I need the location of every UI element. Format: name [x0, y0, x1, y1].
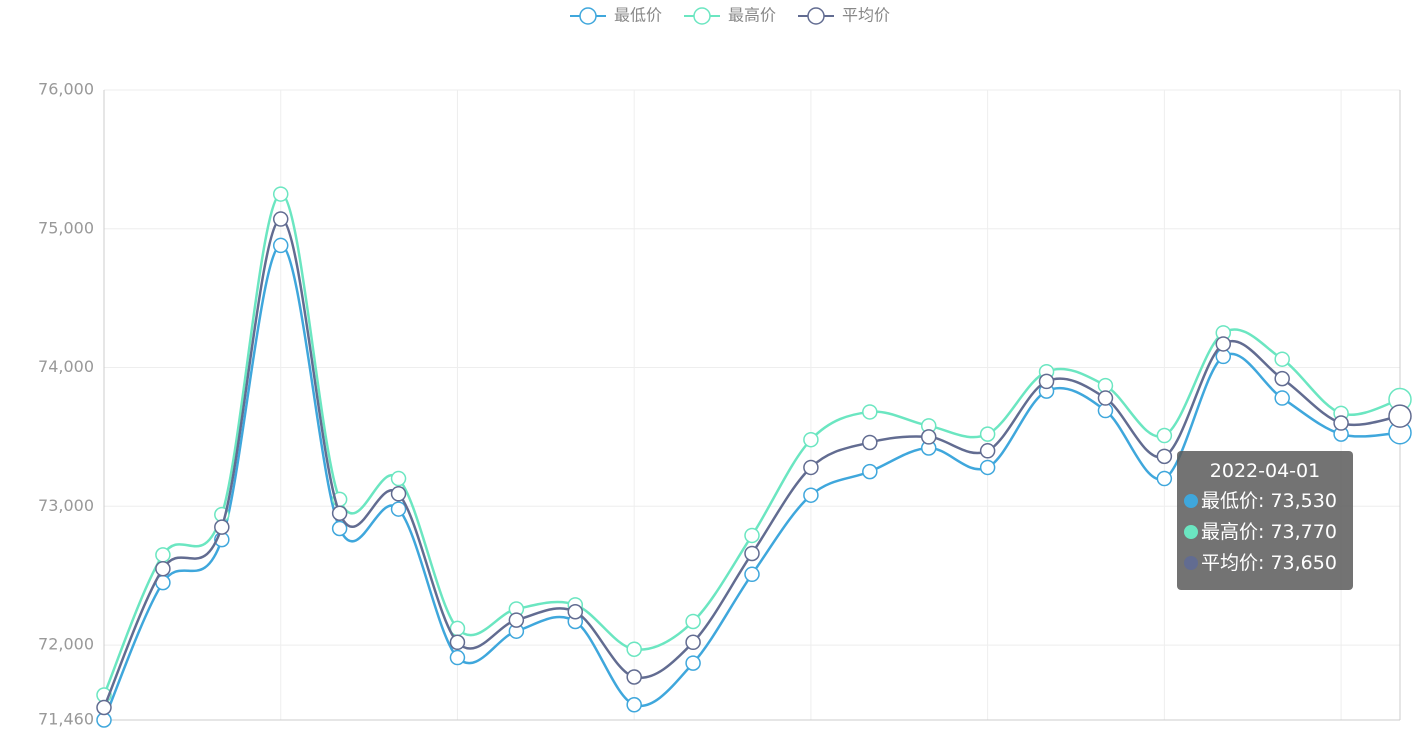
point [1274, 370, 1290, 387]
legend-marker [579, 7, 597, 25]
point [685, 655, 701, 671]
y-tick-label: 73,000 [38, 496, 94, 515]
point [272, 186, 289, 202]
point [862, 404, 878, 420]
point [1156, 470, 1173, 487]
point [685, 613, 701, 630]
legend-label: 平均价 [842, 6, 890, 25]
point [1274, 351, 1290, 367]
point [685, 634, 701, 651]
point [1333, 415, 1349, 431]
point [272, 211, 289, 227]
tooltip-dot [1184, 556, 1198, 570]
tooltip-title: 2022-04-01 [1209, 460, 1321, 482]
point [803, 459, 819, 476]
point [979, 443, 996, 459]
point [803, 431, 819, 448]
point [214, 519, 230, 535]
tooltip-value: 73,770 [1270, 521, 1337, 543]
point [155, 547, 171, 563]
point [1097, 390, 1114, 406]
tooltip-row: 最高价: 73,770 [1184, 517, 1353, 548]
point [331, 520, 348, 537]
point [803, 487, 819, 503]
point [744, 545, 760, 562]
point [862, 463, 878, 480]
point [508, 612, 525, 628]
point [96, 699, 112, 716]
y-tick-label: 75,000 [38, 218, 94, 237]
point [1038, 373, 1055, 390]
point [390, 486, 407, 502]
tooltip-row: 最低价: 73,530 [1184, 486, 1353, 517]
y-tick-label: 71,460 [38, 710, 94, 729]
point [390, 501, 407, 517]
point [744, 527, 760, 544]
legend-marker [807, 7, 825, 25]
point [331, 505, 348, 521]
point [744, 566, 760, 583]
point [626, 641, 642, 657]
point [1388, 404, 1412, 428]
tooltip-dot [1184, 494, 1198, 508]
y-tick-label: 76,000 [38, 80, 94, 99]
tooltip-name: 最低价 [1201, 490, 1259, 512]
point [979, 426, 996, 442]
legend-label: 最低价 [614, 6, 662, 25]
point [1156, 448, 1173, 465]
tooltip-name: 最高价 [1201, 521, 1259, 543]
tooltip-row: 平均价: 73,650 [1184, 548, 1353, 579]
point [626, 696, 642, 713]
tooltip-dot [1184, 525, 1198, 539]
tooltip-value: 73,530 [1270, 490, 1337, 512]
legend-label: 最高价 [728, 6, 776, 25]
point [449, 649, 466, 666]
point [567, 604, 584, 620]
point [449, 634, 466, 651]
point [979, 459, 996, 476]
point [155, 560, 171, 577]
point [626, 669, 642, 685]
point [1215, 336, 1232, 352]
point [390, 470, 407, 487]
legend-marker [693, 7, 711, 25]
y-tick-label: 74,000 [38, 357, 94, 376]
point [920, 429, 937, 445]
point [272, 237, 289, 254]
tooltip-value: 73,650 [1270, 552, 1337, 574]
point [1274, 390, 1290, 406]
point [1156, 427, 1173, 444]
tooltip-name: 平均价 [1201, 552, 1259, 574]
point [862, 434, 878, 451]
tooltip: 2022-04-01 最低价: 73,530 最高价: 73,770 平均价: … [1177, 451, 1353, 590]
y-tick-label: 72,000 [38, 635, 94, 654]
